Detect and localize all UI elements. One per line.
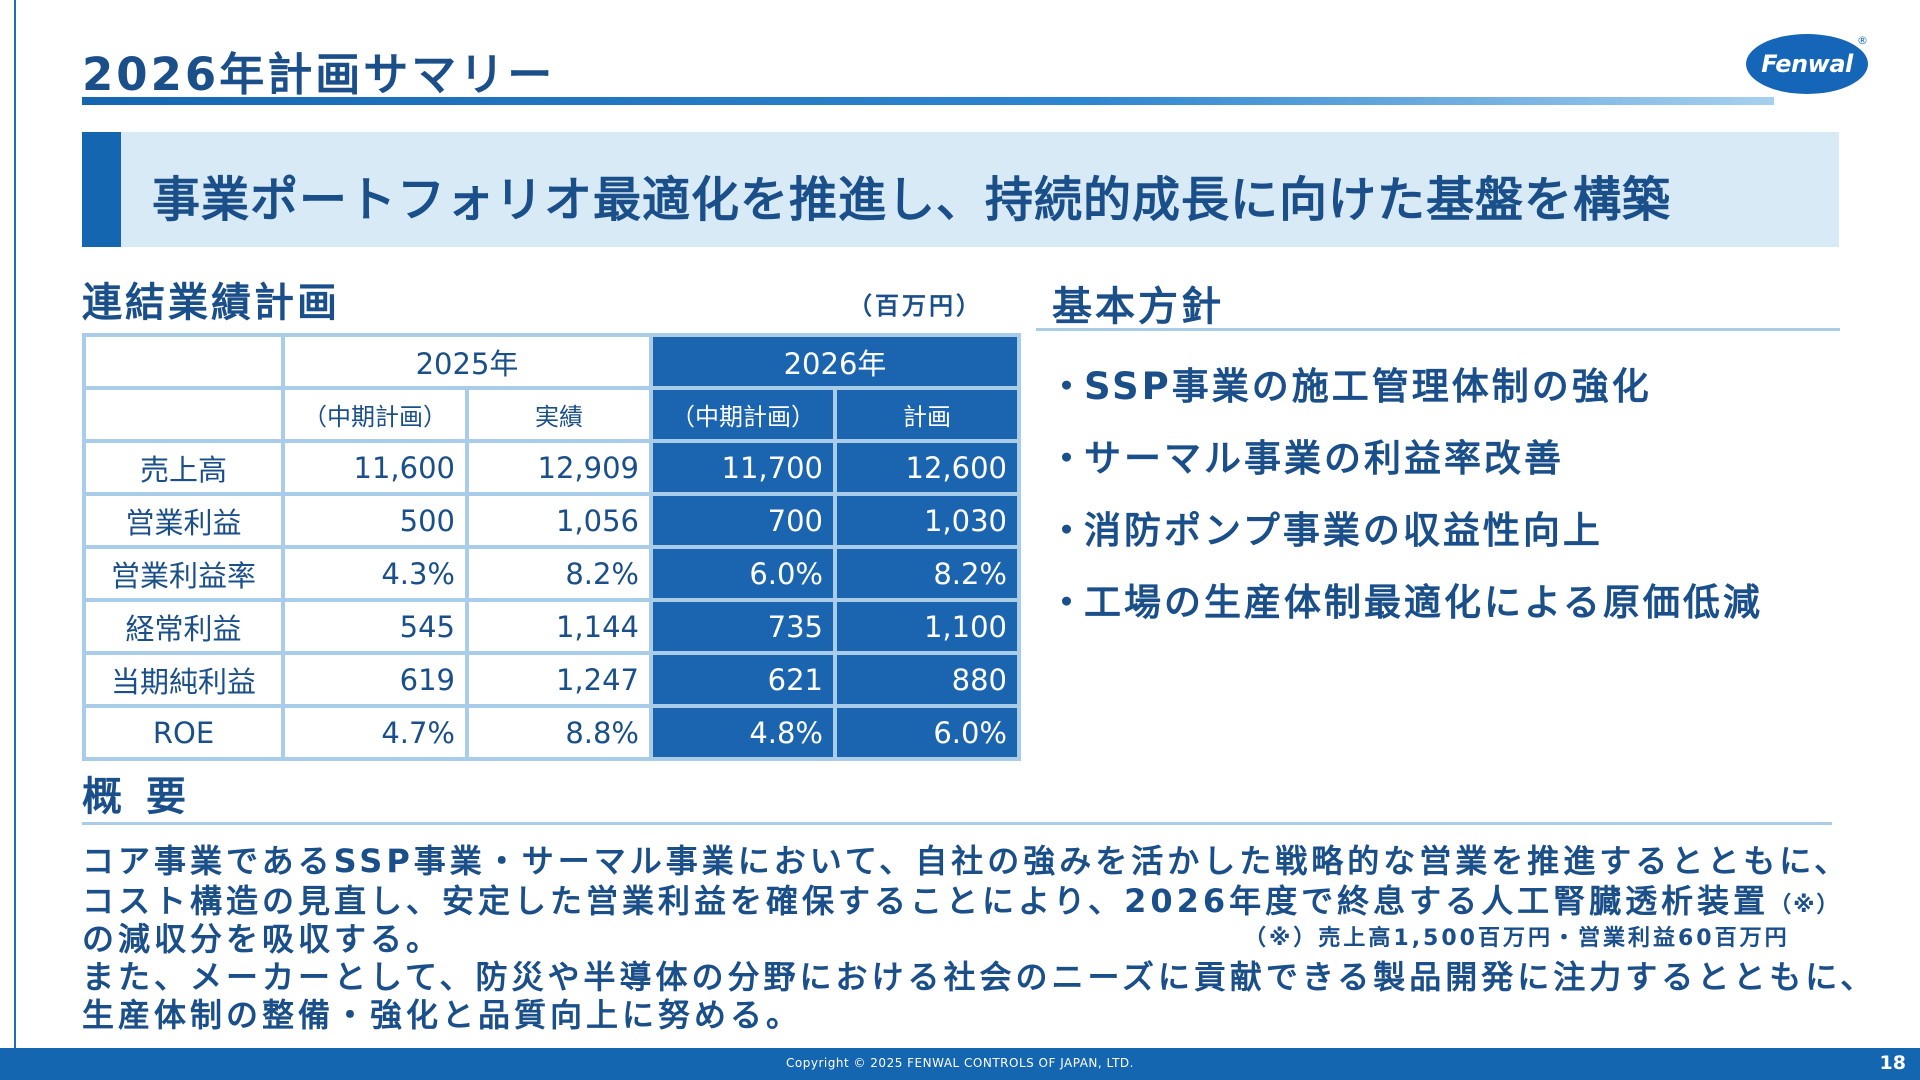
cell-value: 619	[281, 651, 469, 708]
cell-value: 500	[281, 492, 469, 549]
banner-headline: 事業ポートフォリオ最適化を推進し、持続的成長に向けた基盤を構築	[152, 172, 1672, 228]
cell-value: 880	[833, 651, 1021, 708]
fenwal-logo: Fenwal	[1746, 34, 1868, 94]
cell-value: 4.3%	[281, 545, 469, 602]
overview-line-2-text: コスト構造の見直し、安定した営業利益を確保することにより、2026年度で終息する…	[82, 882, 1770, 920]
overview-line-5: 生産体制の整備・強化と品質向上に努める。	[82, 996, 803, 1034]
overview-line-3: の減収分を吸収する。	[82, 920, 443, 958]
plan-table-unit: （百万円）	[848, 292, 983, 320]
list-item: ・サーマル事業の利益率改善	[1048, 428, 1763, 500]
logo-text: Fenwal	[1761, 50, 1853, 78]
row-label: 営業利益	[82, 492, 285, 549]
cell-value: 11,600	[281, 439, 469, 496]
cell-value: 1,030	[833, 492, 1021, 549]
bullet-dot: ・	[1048, 509, 1088, 552]
list-item: ・工場の生産体制最適化による原価低減	[1048, 572, 1763, 644]
cell-value: 1,056	[465, 492, 653, 549]
table-row: 経常利益 545 1,144 735 1,100	[82, 598, 1021, 655]
cell-value: 8.2%	[833, 545, 1021, 602]
cell-value: 11,700	[649, 439, 837, 496]
table-year-header-row: 2025年 2026年	[82, 333, 1021, 390]
policy-text: サーマル事業の利益率改善	[1084, 437, 1564, 480]
table-sub-header-row: （中期計画） 実績 （中期計画） 計画	[82, 386, 1021, 443]
policy-list: ・SSP事業の施工管理体制の強化 ・サーマル事業の利益率改善 ・消防ポンプ事業の…	[1048, 356, 1763, 644]
overview-underline	[82, 822, 1832, 825]
cell-value: 6.0%	[833, 704, 1021, 761]
table-corner-cell-sub	[82, 386, 285, 443]
cell-value: 12,909	[465, 439, 653, 496]
list-item: ・SSP事業の施工管理体制の強化	[1048, 356, 1763, 428]
bullet-dot: ・	[1048, 437, 1088, 480]
cell-value: 8.8%	[465, 704, 653, 761]
sub-header-2026-plan: 計画	[833, 386, 1021, 443]
cell-value: 1,247	[465, 651, 653, 708]
sub-header-2025-midterm: （中期計画）	[281, 386, 469, 443]
cell-value: 8.2%	[465, 545, 653, 602]
table-corner-cell	[82, 333, 285, 390]
headline-banner: 事業ポートフォリオ最適化を推進し、持続的成長に向けた基盤を構築	[82, 132, 1839, 247]
year-header-2025: 2025年	[281, 333, 653, 390]
sub-header-2026-midterm: （中期計画）	[649, 386, 837, 443]
row-label: 経常利益	[82, 598, 285, 655]
footer-bar: Copyright © 2025 FENWAL CONTROLS OF JAPA…	[0, 1048, 1920, 1080]
cell-value: 735	[649, 598, 837, 655]
policy-text: SSP事業の施工管理体制の強化	[1084, 365, 1652, 408]
consolidated-plan-table: 2025年 2026年 （中期計画） 実績 （中期計画） 計画 売上高 11,6…	[82, 333, 1021, 761]
overview-line-4: また、メーカーとして、防災や半導体の分野における社会のニーズに貢献できる製品開発…	[82, 958, 1877, 996]
table-row: ROE 4.7% 8.8% 4.8% 6.0%	[82, 704, 1021, 761]
table-row: 売上高 11,600 12,909 11,700 12,600	[82, 439, 1021, 496]
registered-mark: ®	[1857, 34, 1868, 47]
cell-value: 12,600	[833, 439, 1021, 496]
sub-header-2025-actual: 実績	[465, 386, 653, 443]
overview-footnote: （※）売上高1,500百万円・営業利益60百万円	[1244, 926, 1790, 951]
cell-value: 545	[281, 598, 469, 655]
list-item: ・消防ポンプ事業の収益性向上	[1048, 500, 1763, 572]
overview-line-2: コスト構造の見直し、安定した営業利益を確保することにより、2026年度で終息する…	[82, 876, 1841, 922]
row-label: 売上高	[82, 439, 285, 496]
cell-value: 4.7%	[281, 704, 469, 761]
table-row: 当期純利益 619 1,247 621 880	[82, 651, 1021, 708]
copyright-text: Copyright © 2025 FENWAL CONTROLS OF JAPA…	[786, 1056, 1134, 1070]
cell-value: 1,144	[465, 598, 653, 655]
cell-value: 700	[649, 492, 837, 549]
overview-title: 概要	[82, 774, 210, 820]
left-edge-rule	[14, 0, 16, 1048]
page-title: 2026年計画サマリー	[82, 48, 556, 101]
bullet-dot: ・	[1048, 365, 1088, 408]
policy-title: 基本方針	[1052, 284, 1224, 330]
cell-value: 4.8%	[649, 704, 837, 761]
bullet-dot: ・	[1048, 581, 1088, 624]
cell-value: 621	[649, 651, 837, 708]
cell-value: 1,100	[833, 598, 1021, 655]
cell-value: 6.0%	[649, 545, 837, 602]
overview-line-1: コア事業であるSSP事業・サーマル事業において、自社の強みを活かした戦略的な営業…	[82, 842, 1851, 880]
overview-footnote-mark: （※）	[1769, 893, 1841, 918]
policy-text: 消防ポンプ事業の収益性向上	[1084, 509, 1603, 552]
year-header-2026: 2026年	[649, 333, 1021, 390]
plan-table-title: 連結業績計画	[82, 280, 340, 326]
banner-accent-bar	[82, 132, 121, 247]
table-row: 営業利益 500 1,056 700 1,030	[82, 492, 1021, 549]
row-label: ROE	[82, 704, 285, 761]
policy-underline	[1036, 328, 1840, 331]
title-underline	[82, 97, 1774, 105]
page-number: 18	[1879, 1052, 1906, 1074]
row-label: 営業利益率	[82, 545, 285, 602]
policy-text: 工場の生産体制最適化による原価低減	[1084, 581, 1763, 624]
row-label: 当期純利益	[82, 651, 285, 708]
table-row: 営業利益率 4.3% 8.2% 6.0% 8.2%	[82, 545, 1021, 602]
